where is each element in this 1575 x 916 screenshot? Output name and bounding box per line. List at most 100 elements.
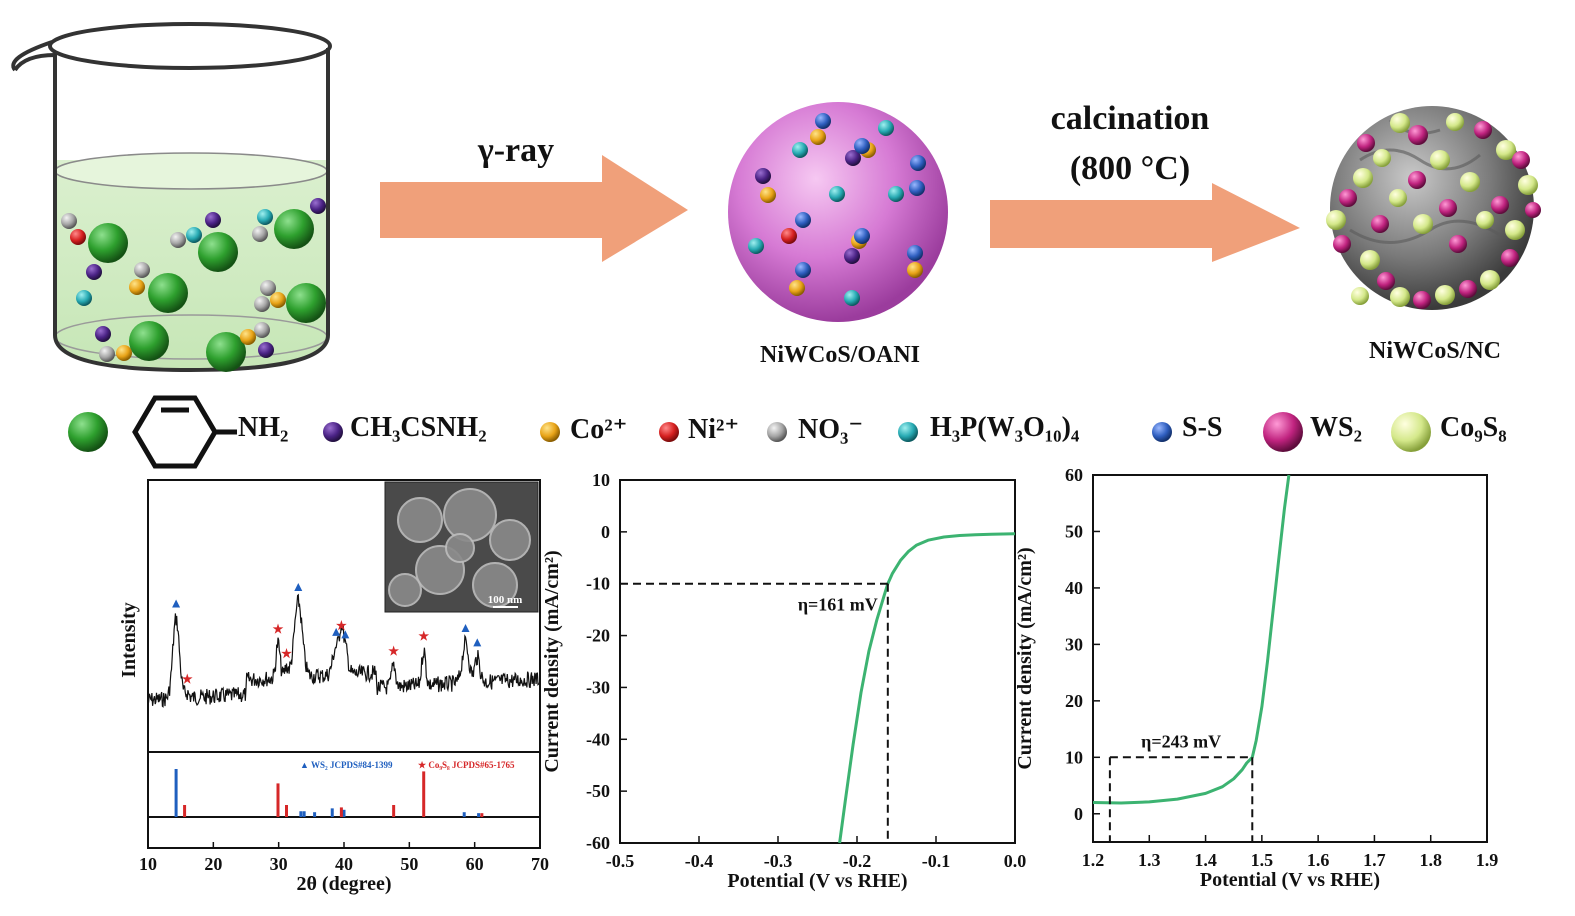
xrd-xtick-label: 40 xyxy=(335,854,353,874)
sphere-particles xyxy=(748,113,926,306)
co-ball xyxy=(810,129,826,145)
oer-ytick-label: 40 xyxy=(1065,578,1083,598)
sem-inset-image: 100 nm xyxy=(384,481,539,613)
ws2-peak-marker xyxy=(341,630,350,639)
co9s8-ball xyxy=(1353,168,1373,188)
co9s8-ball xyxy=(1326,210,1346,230)
pta-ball xyxy=(257,209,273,225)
her-ylabel: Current density (mA/cm²) xyxy=(541,550,563,772)
no3-ball xyxy=(254,296,270,312)
pta-ball xyxy=(888,186,904,202)
legend-thioacetamide-text: CH₃CSNH₂ xyxy=(350,412,487,443)
her-xtick-label: -0.4 xyxy=(685,851,714,871)
legend-aniline-text: NH₂ xyxy=(238,412,289,443)
oer-xtick-label: 1.4 xyxy=(1194,850,1217,870)
ni-ball xyxy=(70,229,86,245)
legend xyxy=(68,395,1431,469)
her-frame xyxy=(619,479,1016,844)
ws2-reference-legend: ▲ WS₂ JCPDS#84-1399 xyxy=(300,760,393,770)
co-ball xyxy=(129,279,145,295)
aniline-ball xyxy=(129,321,169,361)
legend-co-text: Co²⁺ xyxy=(570,414,628,445)
ws2-ball xyxy=(1333,235,1351,253)
her-xtick-label: -0.2 xyxy=(843,851,872,871)
co9s8-ball xyxy=(1446,113,1464,131)
co9s8-ball xyxy=(1351,287,1369,305)
oer-overpotential-label: η=243 mV xyxy=(1141,731,1221,751)
oer-xtick-label: 1.6 xyxy=(1307,850,1330,870)
pta-ball xyxy=(844,290,860,306)
no3-ball xyxy=(134,262,150,278)
co9s8-ball xyxy=(1480,270,1500,290)
ws2-ball xyxy=(1408,171,1426,189)
xrd-pattern xyxy=(147,593,541,708)
co-ball xyxy=(116,345,132,361)
ws2-ball xyxy=(1377,272,1395,290)
pta-ball xyxy=(829,186,845,202)
co9s8-peak-marker: ★ xyxy=(418,629,429,643)
ss-ball xyxy=(910,155,926,171)
legend-ws2-ball xyxy=(1263,412,1303,452)
ws2-ball xyxy=(1459,280,1477,298)
beaker xyxy=(11,22,332,373)
co-ball xyxy=(907,262,923,278)
oer-ytick-label: 0 xyxy=(1074,804,1083,824)
legend-no3-ball xyxy=(767,422,787,442)
pta-ball xyxy=(748,238,764,254)
legend-co9s8-text: Co₉S₈ xyxy=(1440,412,1507,443)
her-xlabel: Potential (V vs RHE) xyxy=(727,870,907,892)
co9s8-ball xyxy=(1390,113,1410,133)
co9s8-ball xyxy=(1373,149,1391,167)
oer-ytick-label: 60 xyxy=(1065,465,1083,485)
co9s8-ball xyxy=(1460,172,1480,192)
pta-ball xyxy=(76,290,92,306)
oer-ytick-label: 20 xyxy=(1065,691,1083,711)
co-ball xyxy=(270,292,286,308)
ss-ball xyxy=(854,138,870,154)
thioacetamide-ball xyxy=(845,150,861,166)
oer-ytick-label: 30 xyxy=(1065,634,1083,654)
co9s8-ball xyxy=(1435,285,1455,305)
beaker-particles xyxy=(61,198,326,372)
legend-ws2-text: WS₂ xyxy=(1310,412,1362,443)
co9s8-ball xyxy=(1505,220,1525,240)
pta-ball xyxy=(186,227,202,243)
ws2-ball xyxy=(1512,151,1530,169)
ss-ball xyxy=(909,180,925,196)
co9s8-reference-legend: ★ Co₉S₈ JCPDS#65-1765 xyxy=(418,760,515,770)
ws2-ball xyxy=(1439,199,1457,217)
her-overpotential-label: η=161 mV xyxy=(798,595,878,615)
her-ytick-label: -30 xyxy=(586,677,610,697)
oer-ytick-label: 50 xyxy=(1065,521,1083,541)
no3-ball xyxy=(61,213,77,229)
her-xtick-label: -0.5 xyxy=(606,851,635,871)
her-xtick-label: -0.1 xyxy=(922,851,951,871)
her-curve xyxy=(838,532,1016,844)
co9s8-peak-marker: ★ xyxy=(336,619,347,633)
no3-ball xyxy=(99,346,115,362)
ni-ball xyxy=(781,228,797,244)
benzene-ring-icon xyxy=(132,395,237,469)
legend-pta-text: H₃P(W₃O₁₀)₄ xyxy=(930,412,1080,443)
ss-ball xyxy=(907,245,923,261)
thioacetamide-ball xyxy=(205,212,221,228)
pta-ball xyxy=(792,142,808,158)
aniline-ball xyxy=(88,223,128,263)
ss-ball xyxy=(795,212,811,228)
co9s8-ball xyxy=(1476,211,1494,229)
ws2-ball xyxy=(1449,235,1467,253)
thioacetamide-ball xyxy=(755,168,771,184)
legend-no3-text: NO₃⁻ xyxy=(798,414,864,445)
aniline-ball xyxy=(206,332,246,372)
oer-xtick-label: 1.3 xyxy=(1138,850,1161,870)
ws2-ball xyxy=(1357,134,1375,152)
oer-ytick-label: 10 xyxy=(1065,747,1083,767)
oer-xtick-label: 1.8 xyxy=(1419,850,1442,870)
aniline-ball xyxy=(198,232,238,272)
legend-pta-ball xyxy=(898,422,918,442)
xrd-xtick-label: 10 xyxy=(139,854,157,874)
her-ytick-label: -10 xyxy=(586,574,610,594)
legend-co9s8-ball xyxy=(1391,412,1431,452)
legend-thioacetamide-ball xyxy=(323,422,343,442)
co9s8-peak-marker: ★ xyxy=(281,647,292,661)
